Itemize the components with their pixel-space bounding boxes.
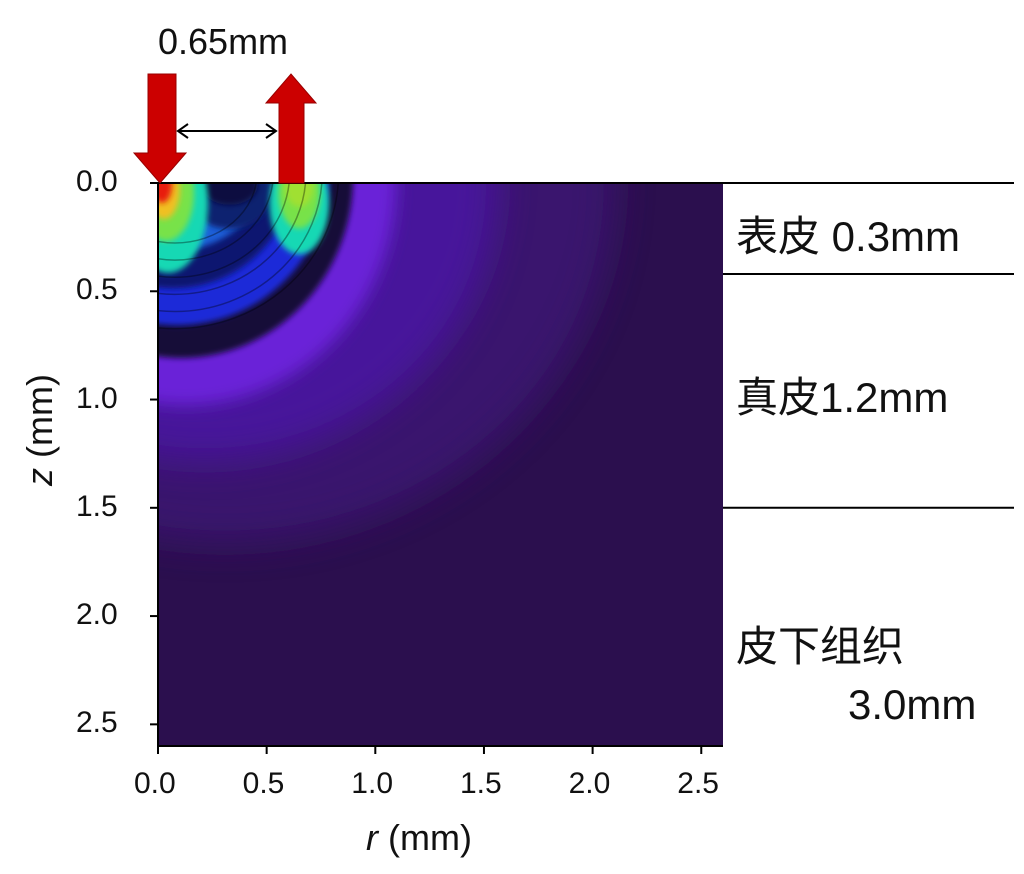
y-tick-label: 0.5 <box>76 273 118 307</box>
incident-light-arrow <box>132 73 188 184</box>
layer-label-epidermis: 表皮 0.3mm <box>736 213 961 260</box>
source-detector-distance-label: 0.65mm <box>158 21 289 62</box>
layer-label-dermis: 真皮1.2mm <box>736 374 949 421</box>
heat-contour-gap-core <box>201 183 258 205</box>
hot-spot-detector-lime <box>285 183 314 207</box>
x-axis-title: r (mm) <box>366 820 472 856</box>
y-axis-title: z (mm) <box>19 374 60 486</box>
layer-label-subcutis-thickness: 3.0mm <box>848 681 977 728</box>
x-tick-label: 1.5 <box>459 767 502 800</box>
x-axis-symbol: r <box>366 817 378 858</box>
x-tick-label: 0.5 <box>242 767 285 800</box>
heat-contour-ring <box>158 183 307 296</box>
heat-contour-ring <box>158 183 257 244</box>
heat-contour-ring <box>158 183 274 261</box>
y-tick-label: 2.5 <box>76 706 118 740</box>
y-tick-label: 2.0 <box>76 598 118 632</box>
x-tick-label: 2.0 <box>568 767 611 800</box>
y-axis-symbol: z <box>19 467 60 486</box>
y-tick-label: 1.5 <box>76 489 118 523</box>
y-axis-unit: (mm) <box>19 374 60 468</box>
y-tick-label: 0.0 <box>76 165 118 198</box>
distance-double-arrow <box>176 123 278 139</box>
light-arrows <box>132 73 318 184</box>
x-tick-label: 2.5 <box>677 767 719 800</box>
layer-label-subcutis: 皮下组织 <box>736 623 905 670</box>
x-axis-unit: (mm) <box>378 817 472 858</box>
axes <box>150 182 723 754</box>
heat-contour-ring <box>158 183 339 330</box>
detected-light-arrow <box>264 73 318 184</box>
hot-spot-source-red <box>158 183 172 203</box>
x-tick-label: 0.0 <box>134 767 176 800</box>
heat-contour-ring <box>158 183 323 313</box>
x-tick-label: 1.0 <box>351 767 394 800</box>
heatmap-plot-area <box>158 183 723 746</box>
heat-contour-ring <box>158 183 290 278</box>
y-tick-label: 1.0 <box>76 381 118 415</box>
